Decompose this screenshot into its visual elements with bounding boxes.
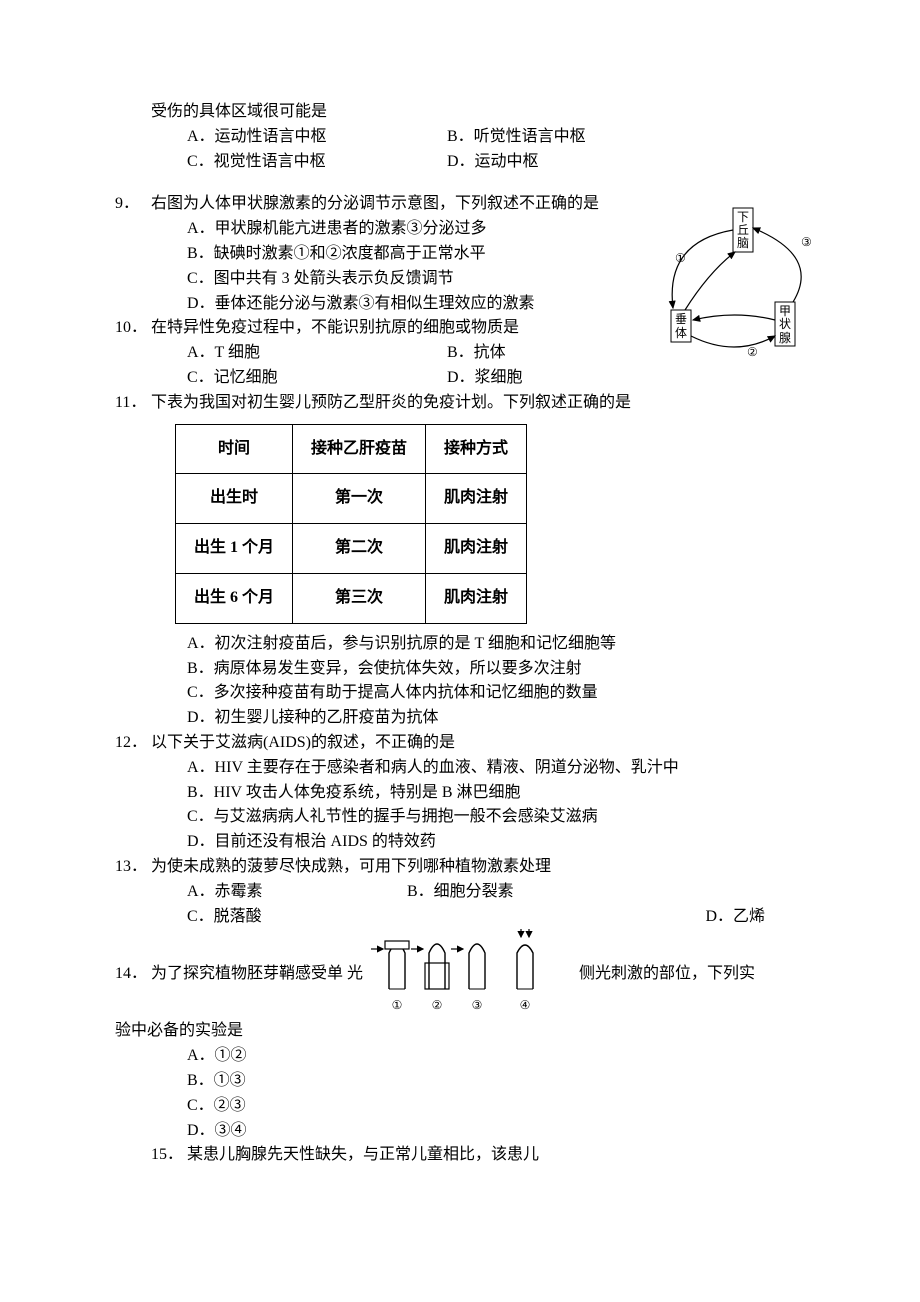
q8-optB: B．听觉性语言中枢	[447, 125, 707, 150]
q15-block: 15． 某患儿胸腺先天性缺失，与正常儿童相比，该患儿	[151, 1143, 805, 1168]
node-pit-c1: 垂	[675, 312, 687, 326]
r1-vacc: 第二次	[293, 524, 426, 574]
node-thy-c2: 状	[779, 317, 791, 331]
q15-stem: 某患儿胸腺先天性缺失，与正常儿童相比，该患儿	[187, 1143, 805, 1168]
q11-num: 11．	[115, 391, 151, 416]
q8-stem-cont: 受伤的具体区域很可能是	[151, 100, 805, 125]
r2-vacc: 第三次	[293, 573, 426, 623]
r1-time: 出生 1 个月	[176, 524, 293, 574]
node-hypo-c1: 下	[737, 210, 749, 224]
q12-optB: B．HIV 攻击人体免疫系统，特别是 B 淋巴细胞	[187, 781, 805, 806]
q12-optD: D．目前还没有根治 AIDS 的特效药	[187, 830, 805, 855]
node-hypo-c2: 丘	[737, 223, 749, 237]
q13-optA: A．赤霉素	[187, 880, 407, 905]
q10-optD: D．浆细胞	[447, 366, 707, 391]
vaccine-table: 时间 接种乙肝疫苗 接种方式 出生时 第一次 肌肉注射 出生 1 个月 第二次 …	[175, 424, 527, 624]
q10-num: 10．	[115, 316, 151, 341]
q13-num: 13．	[115, 855, 151, 880]
node-hypo-c3: 脑	[737, 236, 749, 250]
r2-time: 出生 6 个月	[176, 573, 293, 623]
r0-time: 出生时	[176, 474, 293, 524]
q14-stem-line2: 验中必备的实验是	[115, 1019, 805, 1044]
node-thy-c1: 甲	[779, 304, 791, 318]
q14-block: 14． 为了探究植物胚芽鞘感受单 光	[115, 929, 805, 1143]
q8-optC: C．视觉性语言中枢	[187, 150, 447, 175]
th-method: 接种方式	[426, 424, 527, 474]
coleo-l1: ①	[392, 998, 403, 1012]
node-thy-c3: 腺	[779, 331, 791, 345]
coleo-l3: ③	[472, 998, 483, 1012]
q13-stem: 为使未成熟的菠萝尽快成熟，可用下列哪种植物激素处理	[151, 855, 805, 880]
q12-block: 12． 以下关于艾滋病(AIDS)的叙述，不正确的是	[115, 731, 805, 756]
q9-num: 9．	[115, 192, 151, 217]
thyroid-diagram: 下 丘 脑 垂 体 甲 状 腺 ① ② ③	[625, 202, 825, 362]
q11-optD: D．初生婴儿接种的乙肝疫苗为抗体	[187, 706, 805, 731]
q15-num: 15．	[151, 1143, 187, 1168]
q14-optD: D．③④	[187, 1119, 805, 1144]
node-pit-c2: 体	[675, 326, 687, 340]
q12-optA: A．HIV 主要存在于感染者和病人的血液、精液、阴道分泌物、乳汁中	[187, 756, 805, 781]
coleo-l4: ④	[520, 998, 531, 1012]
q11-stem: 下表为我国对初生婴儿预防乙型肝炎的免疫计划。下列叙述正确的是	[151, 391, 805, 416]
r2-method: 肌肉注射	[426, 573, 527, 623]
q14-optA: A．①②	[187, 1044, 805, 1069]
q14-optC: C．②③	[187, 1094, 805, 1119]
q13-optC: C．脱落酸	[187, 905, 407, 930]
q14-optB: B．①③	[187, 1069, 805, 1094]
q13-optD: D．乙烯	[705, 905, 765, 930]
label-3: ③	[801, 235, 812, 249]
r0-vacc: 第一次	[293, 474, 426, 524]
q8-optD: D．运动中枢	[447, 150, 707, 175]
q11-optB: B．病原体易发生变异，会使抗体失效，所以要多次注射	[187, 657, 805, 682]
q13-block: 13． 为使未成熟的菠萝尽快成熟，可用下列哪种植物激素处理	[115, 855, 805, 880]
q10-optC: C．记忆细胞	[187, 366, 447, 391]
q12-num: 12．	[115, 731, 151, 756]
r1-method: 肌肉注射	[426, 524, 527, 574]
q14-num: 14．	[115, 962, 151, 987]
q12-stem: 以下关于艾滋病(AIDS)的叙述，不正确的是	[151, 731, 805, 756]
q14-stem-left: 为了探究植物胚芽鞘感受单	[151, 962, 343, 987]
q11-optA: A．初次注射疫苗后，参与识别抗原的是 T 细胞和记忆细胞等	[187, 632, 805, 657]
coleoptile-diagram: ① ② ③ ④	[371, 929, 571, 1019]
q8-optA: A．运动性语言中枢	[187, 125, 447, 150]
q14-light: 光	[347, 962, 363, 987]
q13-optB: B．细胞分裂素	[407, 880, 667, 905]
label-1: ①	[675, 251, 686, 265]
q11-optC: C．多次接种疫苗有助于提高人体内抗体和记忆细胞的数量	[187, 681, 805, 706]
exam-page: 受伤的具体区域很可能是 A．运动性语言中枢 B．听觉性语言中枢 C．视觉性语言中…	[0, 0, 920, 1302]
q11-block: 11． 下表为我国对初生婴儿预防乙型肝炎的免疫计划。下列叙述正确的是	[115, 391, 805, 416]
r0-method: 肌肉注射	[426, 474, 527, 524]
q9-block: 9． 右图为人体甲状腺激素的分泌调节示意图，下列叙述不正确的是 A．甲状腺机能亢…	[115, 192, 805, 316]
th-time: 时间	[176, 424, 293, 474]
q14-stem-right: 侧光刺激的部位，下列实	[579, 962, 755, 987]
q12-optC: C．与艾滋病病人礼节性的握手与拥抱一般不会感染艾滋病	[187, 805, 805, 830]
label-2: ②	[747, 345, 758, 359]
coleo-l2: ②	[432, 998, 443, 1012]
th-vacc: 接种乙肝疫苗	[293, 424, 426, 474]
q10-optA: A．T 细胞	[187, 341, 447, 366]
